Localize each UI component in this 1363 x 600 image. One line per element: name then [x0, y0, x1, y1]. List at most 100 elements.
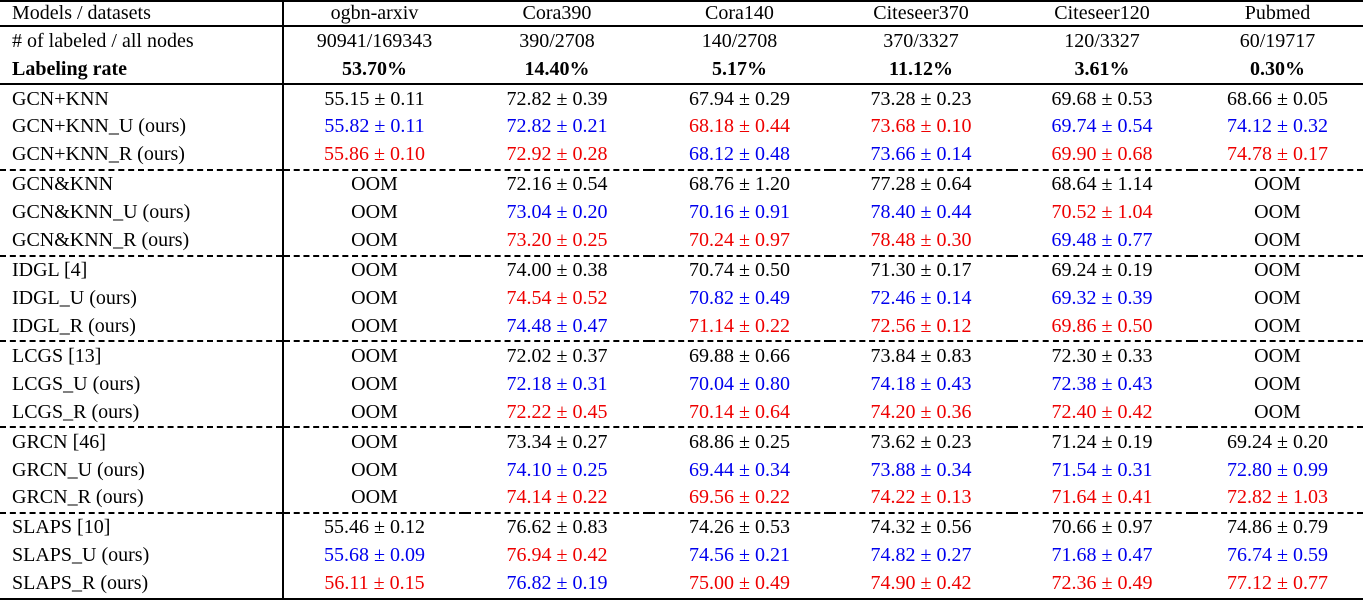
row-label: IDGL [4]	[0, 254, 284, 285]
value-cell: 69.88 ± 0.66	[649, 340, 830, 371]
row-label: GRCN [46]	[0, 426, 284, 457]
info-cell: 60/19717	[1239, 29, 1316, 52]
value-cell: 55.86 ± 0.10	[324, 143, 425, 166]
row-label: Labeling rate	[0, 55, 284, 84]
value-cell: 76.74 ± 0.59	[1227, 544, 1328, 567]
value-cell: 70.66 ± 0.97	[1012, 511, 1192, 542]
value-cell: 70.82 ± 0.49	[689, 286, 790, 309]
value-cell: 72.46 ± 0.14	[870, 286, 972, 309]
value-cell: OOM	[351, 372, 398, 395]
value-cell: 74.18 ± 0.43	[870, 372, 972, 395]
table-row: LCGS [13] OOM 72.02 ± 0.37 69.88 ± 0.66 73.8…	[0, 340, 1363, 371]
value-cell: 70.24 ± 0.97	[689, 229, 790, 252]
table-row: GRCN [46] OOM 73.34 ± 0.27 68.86 ± 0.25 73.6…	[0, 426, 1363, 457]
value-cell: OOM	[351, 458, 398, 481]
value-cell: OOM	[283, 426, 465, 457]
value-cell: 69.44 ± 0.34	[689, 458, 790, 481]
value-cell: 69.48 ± 0.77	[1051, 229, 1153, 252]
value-cell: 74.56 ± 0.21	[689, 544, 790, 567]
column-header: Pubmed	[1244, 2, 1311, 24]
value-cell: 72.36 ± 0.49	[1051, 572, 1153, 595]
value-cell: 72.82 ± 0.21	[506, 115, 608, 138]
value-cell: OOM	[1254, 314, 1301, 337]
table-row: IDGL_R (ours) OOM 74.48 ± 0.47 71.14 ± 0.22…	[0, 312, 1363, 342]
header-row: Models / datasets ogbn-arxiv Cora390 Cora14…	[0, 1, 1363, 26]
value-cell: 74.10 ± 0.25	[506, 458, 608, 481]
row-label: SLAPS_U (ours)	[0, 541, 284, 570]
value-cell: 71.24 ± 0.19	[1012, 426, 1192, 457]
value-cell: 70.16 ± 0.91	[689, 201, 790, 224]
table-row: GCN&KNN_U (ours) OOM 73.04 ± 0.20 70.16 ± 0…	[0, 198, 1363, 227]
value-cell: 68.64 ± 1.14	[1012, 168, 1192, 199]
value-cell: OOM	[351, 486, 398, 509]
value-cell: 72.92 ± 0.28	[506, 143, 608, 166]
value-cell: 72.18 ± 0.31	[506, 372, 608, 395]
value-cell: 72.16 ± 0.54	[465, 168, 649, 199]
value-cell: 74.90 ± 0.42	[870, 572, 972, 595]
value-cell: 69.24 ± 0.19	[1012, 254, 1192, 285]
value-cell: 73.04 ± 0.20	[506, 201, 608, 224]
table-row: LCGS_R (ours) OOM 72.22 ± 0.45 70.14 ± 0.64…	[0, 398, 1363, 428]
value-cell: 70.14 ± 0.64	[689, 400, 790, 423]
row-label: GCN&KNN	[0, 168, 284, 199]
value-cell: OOM	[283, 340, 465, 371]
table-row: GCN+KNN_U (ours) 55.82 ± 0.11 72.82 ± 0.21…	[0, 113, 1363, 141]
info-cell: 120/3327	[1064, 29, 1140, 52]
value-cell: 55.15 ± 0.11	[324, 87, 425, 110]
value-cell: 74.54 ± 0.52	[506, 286, 608, 309]
value-cell: 76.94 ± 0.42	[506, 544, 608, 567]
info-cell: 0.30%	[1250, 57, 1305, 80]
value-cell: 74.20 ± 0.36	[870, 400, 972, 423]
value-cell: 76.62 ± 0.83	[465, 511, 649, 542]
value-cell: 73.66 ± 0.14	[870, 143, 972, 166]
value-cell: 73.68 ± 0.10	[870, 115, 972, 138]
value-cell: 73.20 ± 0.25	[506, 229, 608, 252]
table-row: SLAPS [10] 55.46 ± 0.12 76.62 ± 0.83 74.26 …	[0, 511, 1363, 542]
row-label: SLAPS [10]	[0, 511, 284, 542]
value-cell: OOM	[283, 168, 465, 199]
value-cell: OOM	[351, 286, 398, 309]
value-cell: 71.30 ± 0.17	[830, 254, 1012, 285]
value-cell: 74.14 ± 0.22	[506, 486, 608, 509]
value-cell: 72.56 ± 0.12	[870, 314, 972, 337]
value-cell: 74.86 ± 0.79	[1192, 511, 1363, 542]
value-cell: 68.66 ± 0.05	[1227, 87, 1328, 110]
info-cell: 90941/169343	[316, 29, 433, 52]
info-cell: 3.61%	[1074, 57, 1130, 80]
value-cell: OOM	[1254, 286, 1301, 309]
value-cell: 55.82 ± 0.11	[324, 115, 425, 138]
column-header: Citeseer120	[1054, 2, 1150, 24]
value-cell: 74.22 ± 0.13	[870, 486, 972, 509]
value-cell: 72.02 ± 0.37	[465, 340, 649, 371]
value-cell: OOM	[351, 314, 398, 337]
value-cell: OOM	[1192, 168, 1363, 199]
value-cell: 74.82 ± 0.27	[870, 544, 972, 567]
value-cell: 69.56 ± 0.22	[689, 486, 790, 509]
value-cell: 73.84 ± 0.83	[830, 340, 1012, 371]
info-cell: 5.17%	[712, 57, 767, 80]
info-cell: 370/3327	[883, 29, 959, 52]
value-cell: 77.12 ± 0.77	[1227, 572, 1328, 595]
value-cell: 74.32 ± 0.56	[830, 511, 1012, 542]
value-cell: 70.74 ± 0.50	[649, 254, 830, 285]
table-row: GCN&KNN OOM 72.16 ± 0.54 68.76 ± 1.20 77.28 …	[0, 168, 1363, 199]
value-cell: 55.68 ± 0.09	[324, 544, 425, 567]
value-cell: 74.26 ± 0.53	[649, 511, 830, 542]
value-cell: 67.94 ± 0.29	[689, 87, 790, 110]
value-cell: 69.74 ± 0.54	[1051, 115, 1153, 138]
value-cell: 71.68 ± 0.47	[1051, 544, 1153, 567]
table-row: LCGS_U (ours) OOM 72.18 ± 0.31 70.04 ± 0.80…	[0, 370, 1363, 399]
value-cell: 73.34 ± 0.27	[465, 426, 649, 457]
column-header: Citeseer370	[873, 2, 969, 24]
value-cell: OOM	[351, 400, 398, 423]
value-cell: 56.11 ± 0.15	[324, 572, 425, 595]
info-cell: 14.40%	[524, 57, 590, 80]
table-row: SLAPS_R (ours) 56.11 ± 0.15 76.82 ± 0.19 75…	[0, 569, 1363, 599]
value-cell: 55.46 ± 0.12	[283, 511, 465, 542]
table-row: GCN+KNN_R (ours) 55.86 ± 0.10 72.92 ± 0.28…	[0, 140, 1363, 170]
value-cell: 78.48 ± 0.30	[870, 229, 972, 252]
value-cell: 69.24 ± 0.20	[1192, 426, 1363, 457]
table-row: GCN&KNN_R (ours) OOM 73.20 ± 0.25 70.24 ± 0…	[0, 226, 1363, 256]
info-cell: 140/2708	[701, 29, 778, 52]
